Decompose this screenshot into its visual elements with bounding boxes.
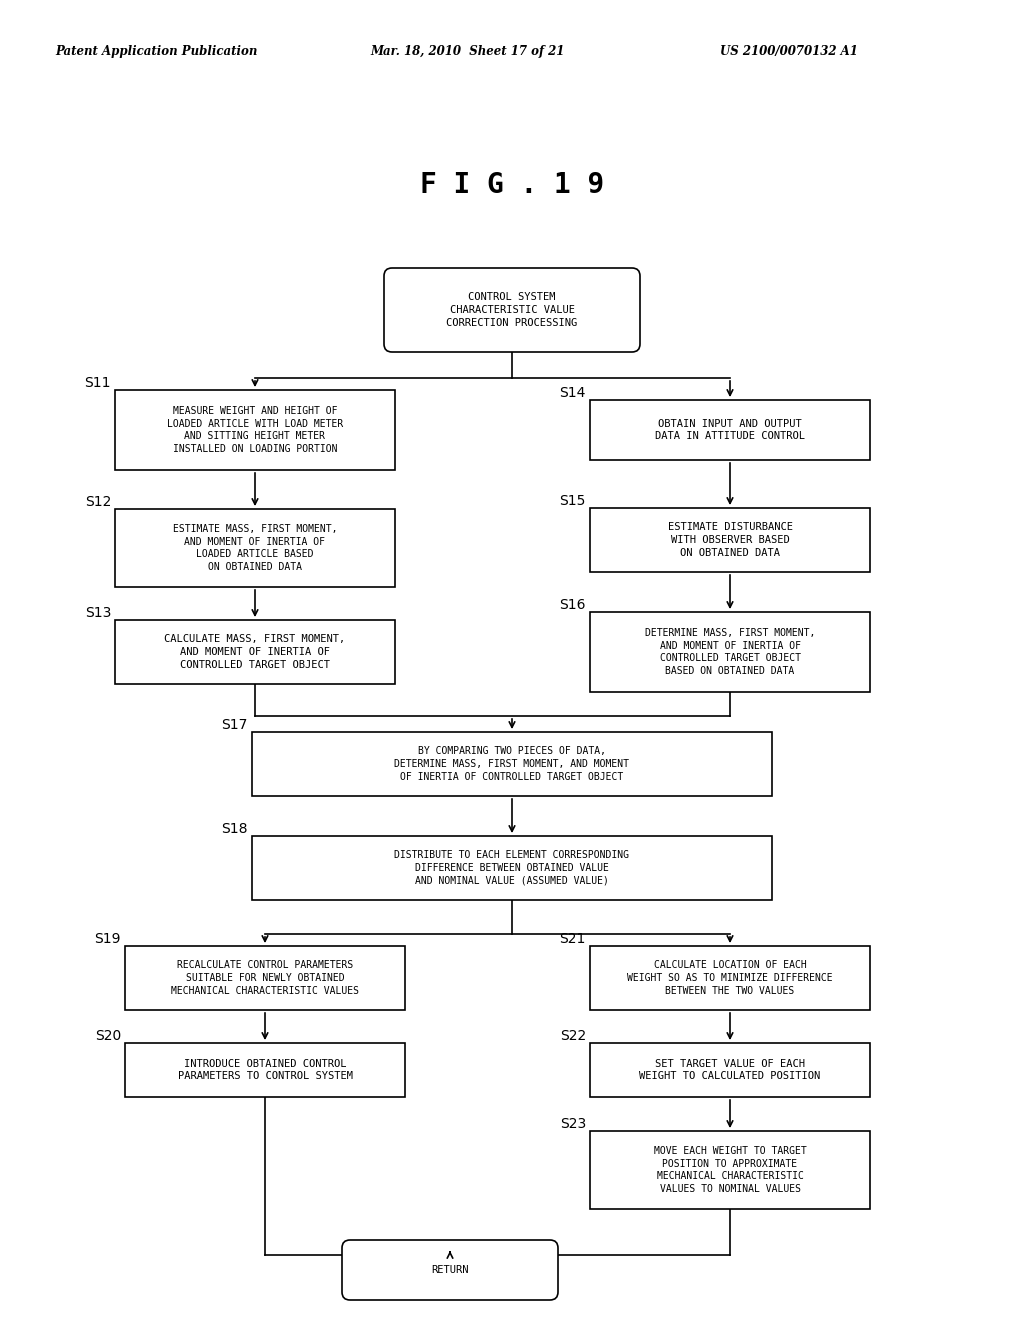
Text: SET TARGET VALUE OF EACH
WEIGHT TO CALCULATED POSITION: SET TARGET VALUE OF EACH WEIGHT TO CALCU… [639, 1059, 820, 1081]
Bar [590, 508, 870, 572]
Text: MEASURE WEIGHT AND HEIGHT OF
LOADED ARTICLE WITH LOAD METER
AND SITTING HEIGHT M: MEASURE WEIGHT AND HEIGHT OF LOADED ARTI… [167, 405, 343, 454]
Text: INTRODUCE OBTAINED CONTROL
PARAMETERS TO CONTROL SYSTEM: INTRODUCE OBTAINED CONTROL PARAMETERS TO… [177, 1059, 352, 1081]
Text: S15: S15 [560, 494, 586, 508]
Text: F I G . 1 9: F I G . 1 9 [420, 172, 604, 199]
Bar [115, 389, 395, 470]
Text: S12: S12 [85, 495, 111, 510]
Text: RETURN: RETURN [431, 1265, 469, 1275]
Text: S14: S14 [560, 385, 586, 400]
Text: S18: S18 [221, 822, 248, 836]
Text: S16: S16 [559, 598, 586, 612]
Text: S11: S11 [85, 376, 111, 389]
Bar [590, 612, 870, 692]
Bar [590, 1131, 870, 1209]
Text: Mar. 18, 2010  Sheet 17 of 21: Mar. 18, 2010 Sheet 17 of 21 [370, 45, 564, 58]
FancyBboxPatch shape [384, 268, 640, 352]
Text: S20: S20 [95, 1030, 121, 1043]
Text: MOVE EACH WEIGHT TO TARGET
POSITION TO APPROXIMATE
MECHANICAL CHARACTERISTIC
VAL: MOVE EACH WEIGHT TO TARGET POSITION TO A… [653, 1146, 806, 1195]
FancyBboxPatch shape [342, 1239, 558, 1300]
Text: CALCULATE MASS, FIRST MOMENT,
AND MOMENT OF INERTIA OF
CONTROLLED TARGET OBJECT: CALCULATE MASS, FIRST MOMENT, AND MOMENT… [165, 634, 346, 669]
Text: ESTIMATE MASS, FIRST MOMENT,
AND MOMENT OF INERTIA OF
LOADED ARTICLE BASED
ON OB: ESTIMATE MASS, FIRST MOMENT, AND MOMENT … [173, 524, 337, 572]
Text: S17: S17 [221, 718, 248, 733]
Text: DETERMINE MASS, FIRST MOMENT,
AND MOMENT OF INERTIA OF
CONTROLLED TARGET OBJECT
: DETERMINE MASS, FIRST MOMENT, AND MOMENT… [645, 628, 815, 676]
Bar [252, 733, 772, 796]
Bar [125, 946, 406, 1010]
Text: S21: S21 [560, 932, 586, 946]
Text: ESTIMATE DISTURBANCE
WITH OBSERVER BASED
ON OBTAINED DATA: ESTIMATE DISTURBANCE WITH OBSERVER BASED… [668, 523, 793, 558]
Text: S22: S22 [560, 1030, 586, 1043]
Text: S19: S19 [94, 932, 121, 946]
Bar [590, 400, 870, 459]
Text: OBTAIN INPUT AND OUTPUT
DATA IN ATTITUDE CONTROL: OBTAIN INPUT AND OUTPUT DATA IN ATTITUDE… [655, 418, 805, 441]
Bar [252, 836, 772, 900]
Bar [125, 1043, 406, 1097]
Bar [115, 620, 395, 684]
Text: US 2100/0070132 A1: US 2100/0070132 A1 [720, 45, 858, 58]
Bar [590, 946, 870, 1010]
Text: Patent Application Publication: Patent Application Publication [55, 45, 257, 58]
Text: CONTROL SYSTEM
CHARACTERISTIC VALUE
CORRECTION PROCESSING: CONTROL SYSTEM CHARACTERISTIC VALUE CORR… [446, 292, 578, 327]
Bar [590, 1043, 870, 1097]
Bar [115, 510, 395, 587]
Text: S23: S23 [560, 1117, 586, 1131]
Text: CALCULATE LOCATION OF EACH
WEIGHT SO AS TO MINIMIZE DIFFERENCE
BETWEEN THE TWO V: CALCULATE LOCATION OF EACH WEIGHT SO AS … [627, 960, 833, 995]
Text: RECALCULATE CONTROL PARAMETERS
SUITABLE FOR NEWLY OBTAINED
MECHANICAL CHARACTERI: RECALCULATE CONTROL PARAMETERS SUITABLE … [171, 960, 359, 995]
Text: DISTRIBUTE TO EACH ELEMENT CORRESPONDING
DIFFERENCE BETWEEN OBTAINED VALUE
AND N: DISTRIBUTE TO EACH ELEMENT CORRESPONDING… [394, 850, 630, 886]
Text: S13: S13 [85, 606, 111, 620]
Text: BY COMPARING TWO PIECES OF DATA,
DETERMINE MASS, FIRST MOMENT, AND MOMENT
OF INE: BY COMPARING TWO PIECES OF DATA, DETERMI… [394, 746, 630, 781]
